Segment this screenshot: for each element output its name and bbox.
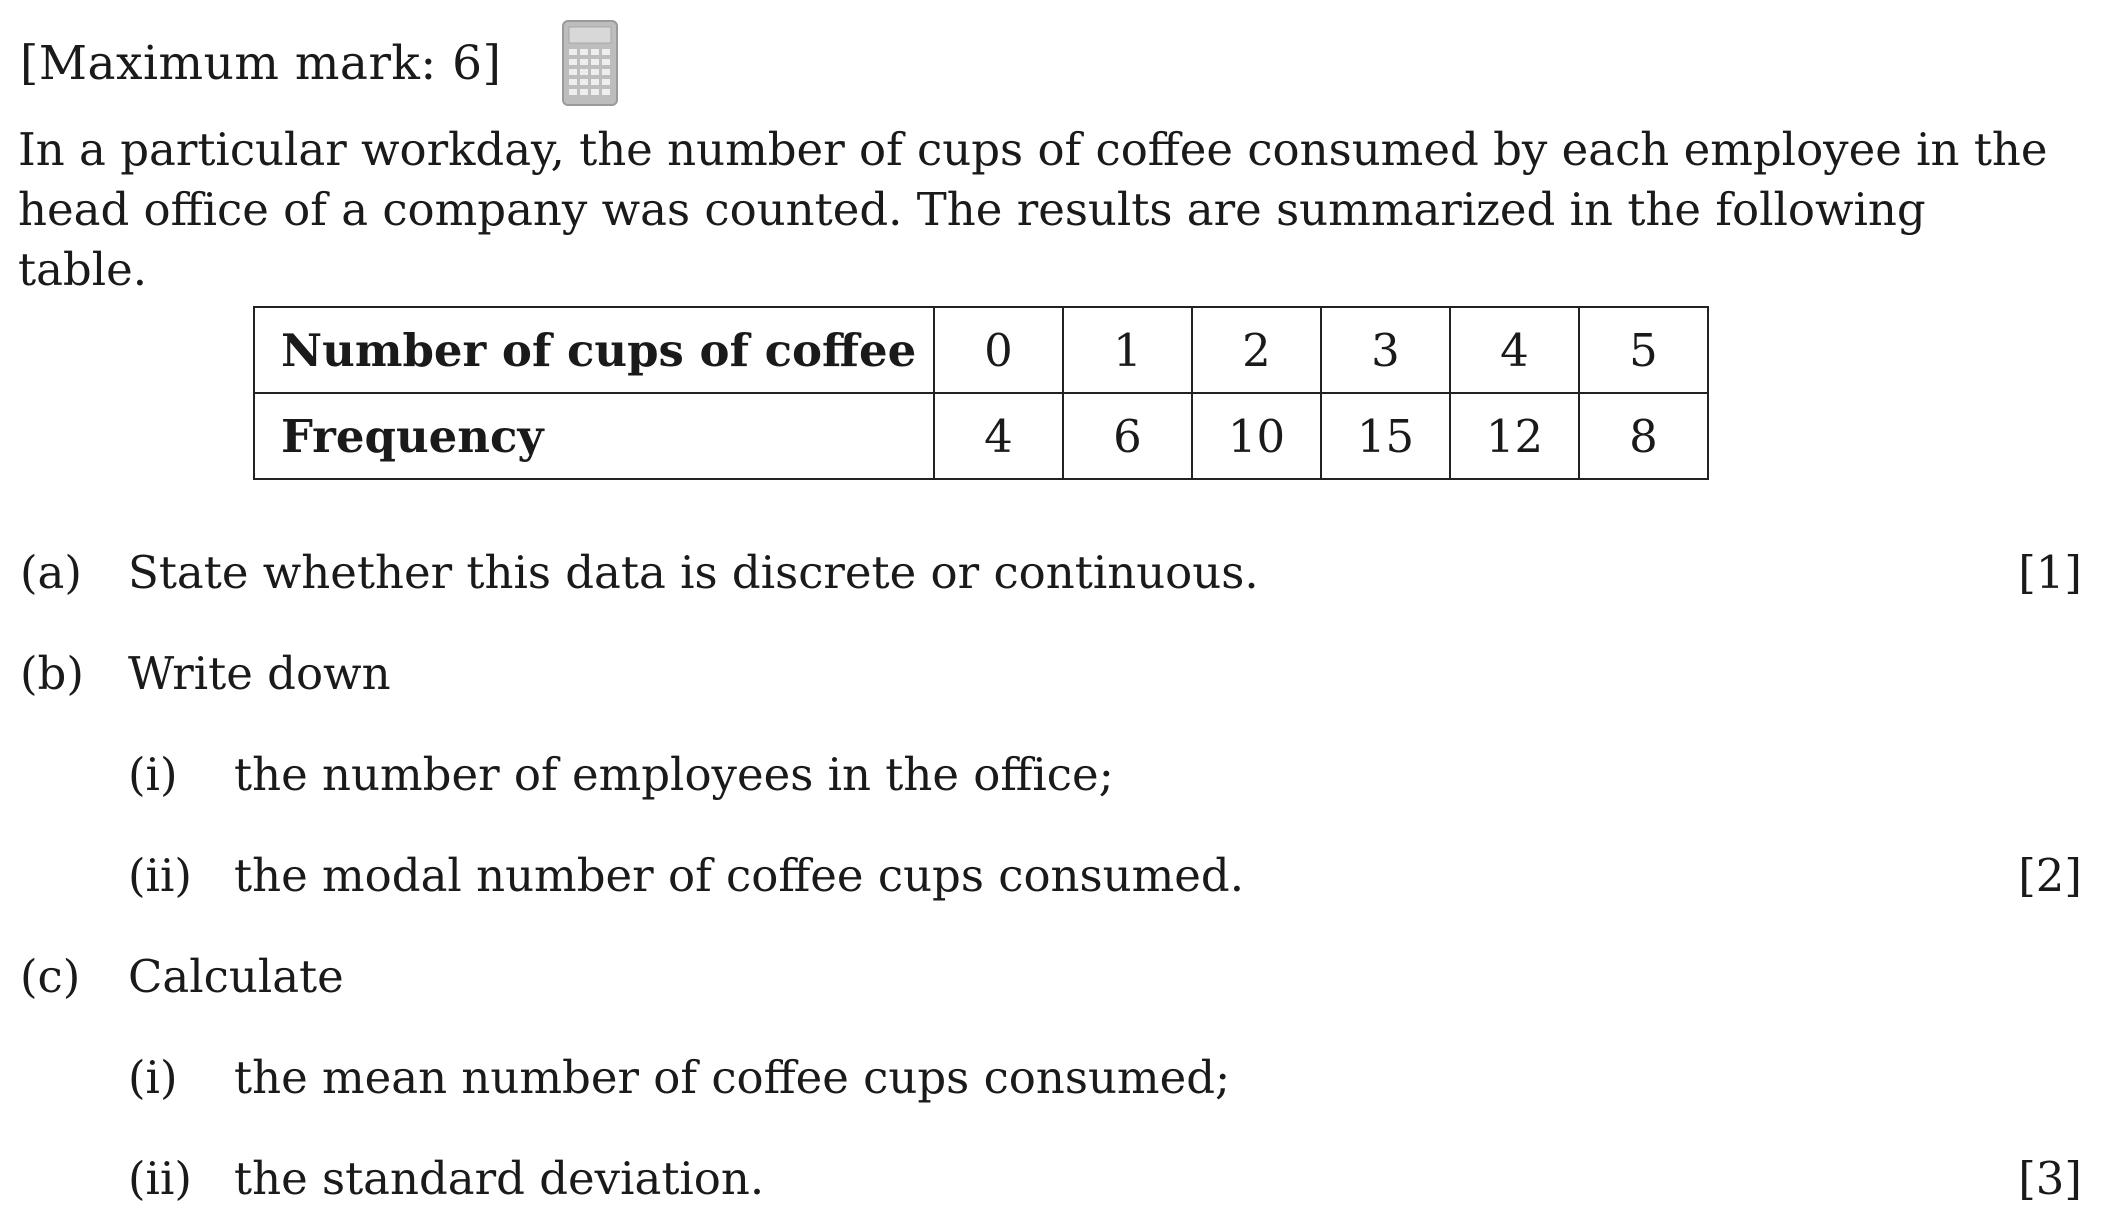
question-c-ii: (ii) the standard deviation. <box>128 1151 764 1207</box>
frequency-cell: 8 <box>1578 392 1709 480</box>
frequency-cell: 15 <box>1320 392 1451 480</box>
question-b-ii: (ii) the modal number of coffee cups con… <box>128 848 1244 904</box>
question-b-i-label: (i) <box>128 748 178 801</box>
intro-text: In a particular workday, the number of c… <box>18 123 2048 296</box>
frequency-cell: 10 <box>1191 392 1322 480</box>
frequency-cell: 6 <box>1062 392 1193 480</box>
cups-cell: 0 <box>933 306 1064 394</box>
question-c-mark: [3] <box>2018 1152 2082 1205</box>
question-c-text: Calculate <box>128 950 344 1003</box>
question-b-ii-label: (ii) <box>128 849 192 902</box>
coffee-frequency-table: Number of cups of coffee 0 1 2 3 4 5 Fre… <box>253 306 1709 480</box>
cups-cell: 3 <box>1320 306 1451 394</box>
table-row: Number of cups of coffee 0 1 2 3 4 5 <box>253 306 1709 394</box>
table-row: Frequency 4 6 10 15 12 8 <box>253 392 1709 480</box>
question-b-ii-text: the modal number of coffee cups consumed… <box>234 849 1245 902</box>
frequency-cell: 4 <box>933 392 1064 480</box>
header: [Maximum mark: 6] <box>20 18 619 108</box>
question-b-i-text: the number of employees in the office; <box>234 748 1114 801</box>
question-a-mark: [1] <box>2018 546 2082 599</box>
question-c-ii-label: (ii) <box>128 1152 192 1205</box>
question-a-label: (a) <box>20 546 82 599</box>
question-b-text: Write down <box>128 647 391 700</box>
cups-cell: 1 <box>1062 306 1193 394</box>
cups-cell: 4 <box>1449 306 1580 394</box>
question-a-text: State whether this data is discrete or c… <box>128 546 1259 599</box>
maximum-mark: [Maximum mark: 6] <box>20 35 502 91</box>
calculator-icon <box>562 20 619 106</box>
question-c-label: (c) <box>20 950 81 1003</box>
cups-cell: 2 <box>1191 306 1322 394</box>
question-b-i: (i) the number of employees in the offic… <box>128 747 1114 803</box>
question-c-ii-text: the standard deviation. <box>234 1152 765 1205</box>
question-c: (c) Calculate <box>20 949 344 1005</box>
question-b-label: (b) <box>20 647 84 700</box>
question-c-i-label: (i) <box>128 1051 178 1104</box>
frequency-cell: 12 <box>1449 392 1580 480</box>
question-a: (a) State whether this data is discrete … <box>20 545 1259 601</box>
question-b: (b) Write down <box>20 646 391 702</box>
row-header-frequency: Frequency <box>253 392 935 480</box>
question-c-i: (i) the mean number of coffee cups consu… <box>128 1050 1230 1106</box>
question-b-mark: [2] <box>2018 849 2082 902</box>
cups-cell: 5 <box>1578 306 1709 394</box>
question-c-i-text: the mean number of coffee cups consumed; <box>234 1051 1231 1104</box>
row-header-cups: Number of cups of coffee <box>253 306 935 394</box>
